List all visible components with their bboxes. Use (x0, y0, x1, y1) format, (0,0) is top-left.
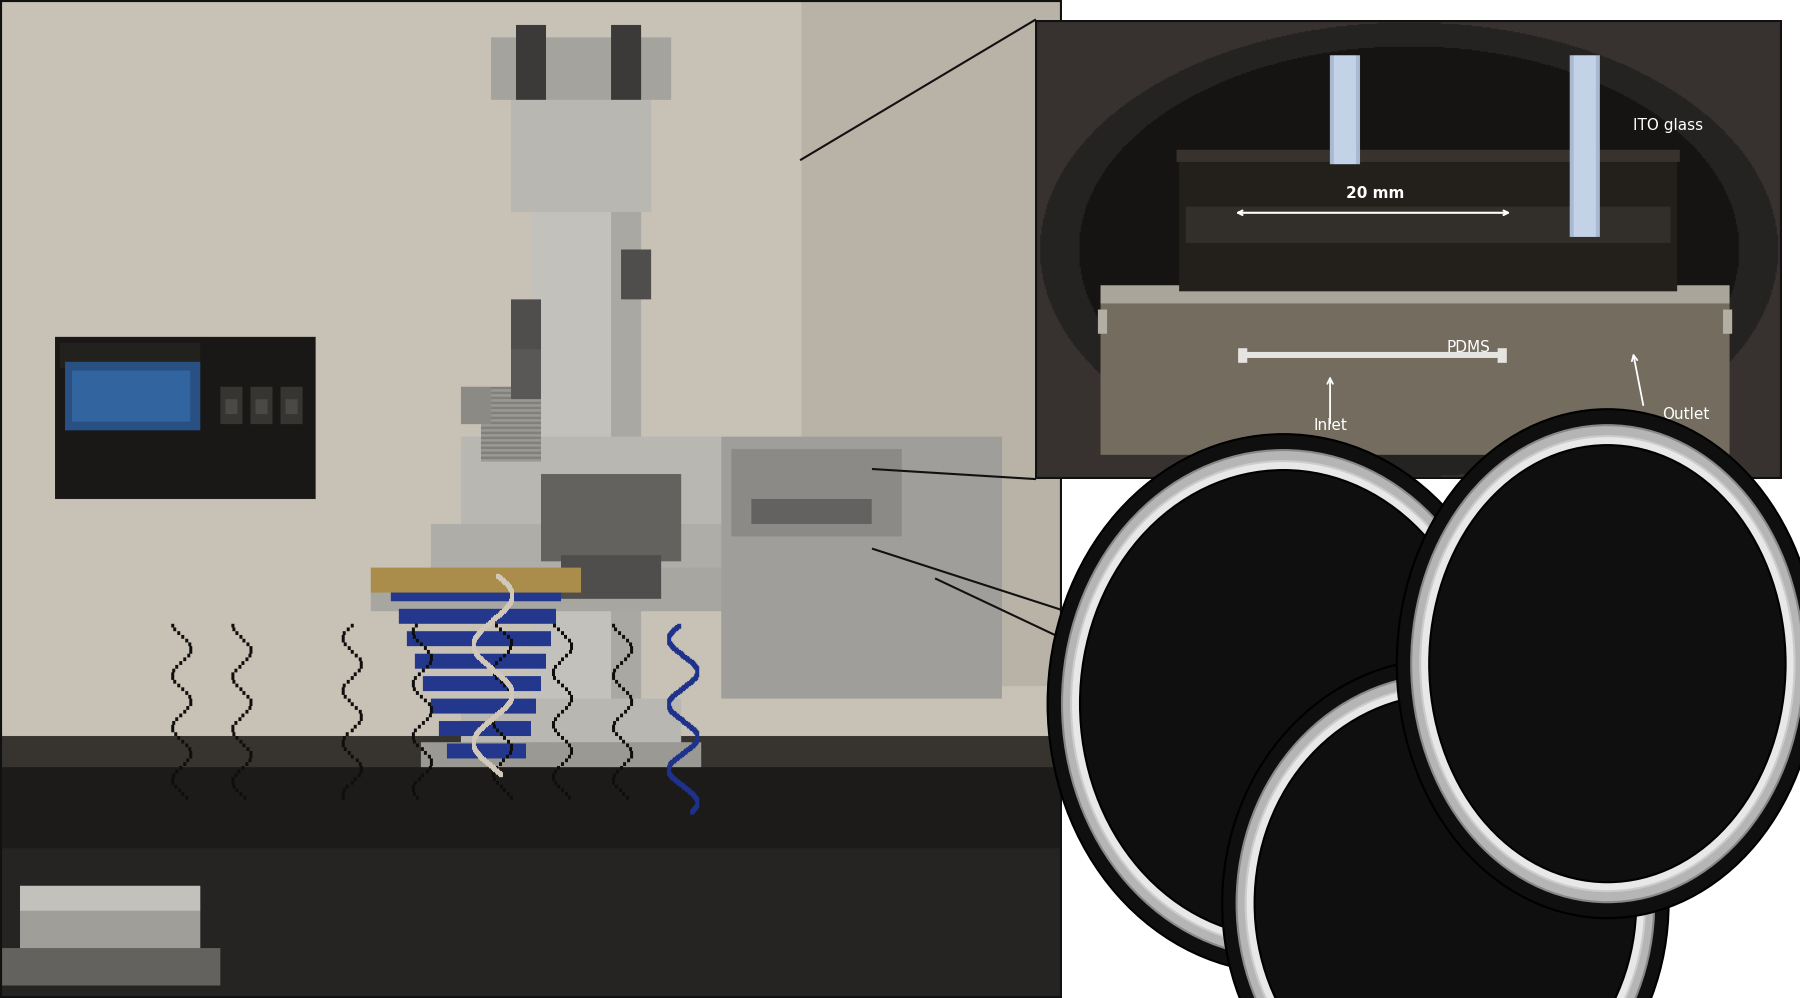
Text: ITO glass: ITO glass (1633, 118, 1703, 133)
Bar (1035, 20, 1782, 479)
Ellipse shape (1091, 486, 1476, 921)
Text: Inlet: Inlet (1314, 418, 1346, 433)
Text: PDMS: PDMS (1447, 340, 1490, 355)
Text: 20 mm: 20 mm (1346, 187, 1404, 202)
Text: Outlet: Outlet (1663, 407, 1710, 422)
Bar (0, 0, 1062, 998)
Ellipse shape (1265, 711, 1625, 998)
Ellipse shape (1440, 461, 1775, 866)
